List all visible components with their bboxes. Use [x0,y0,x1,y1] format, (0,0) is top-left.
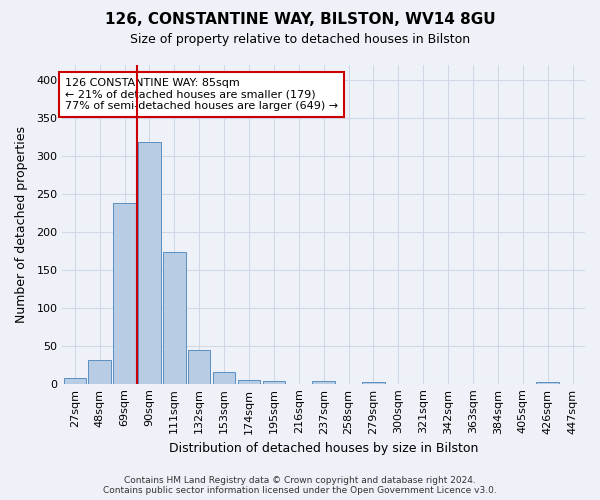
Y-axis label: Number of detached properties: Number of detached properties [15,126,28,323]
Bar [536,382,559,384]
Text: 126, CONSTANTINE WAY, BILSTON, WV14 8GU: 126, CONSTANTINE WAY, BILSTON, WV14 8GU [104,12,496,28]
X-axis label: Distribution of detached houses by size in Bilston: Distribution of detached houses by size … [169,442,478,455]
Text: Size of property relative to detached houses in Bilston: Size of property relative to detached ho… [130,32,470,46]
Bar [238,380,260,384]
Bar [188,350,211,384]
Text: 126 CONSTANTINE WAY: 85sqm
← 21% of detached houses are smaller (179)
77% of sem: 126 CONSTANTINE WAY: 85sqm ← 21% of deta… [65,78,338,111]
Text: Contains HM Land Registry data © Crown copyright and database right 2024.
Contai: Contains HM Land Registry data © Crown c… [103,476,497,495]
Bar [213,372,235,384]
Bar [163,252,185,384]
Bar [263,380,285,384]
Bar [138,142,161,384]
Bar [88,360,111,384]
Bar [113,203,136,384]
Bar [313,382,335,384]
Bar [362,382,385,384]
Bar [64,378,86,384]
